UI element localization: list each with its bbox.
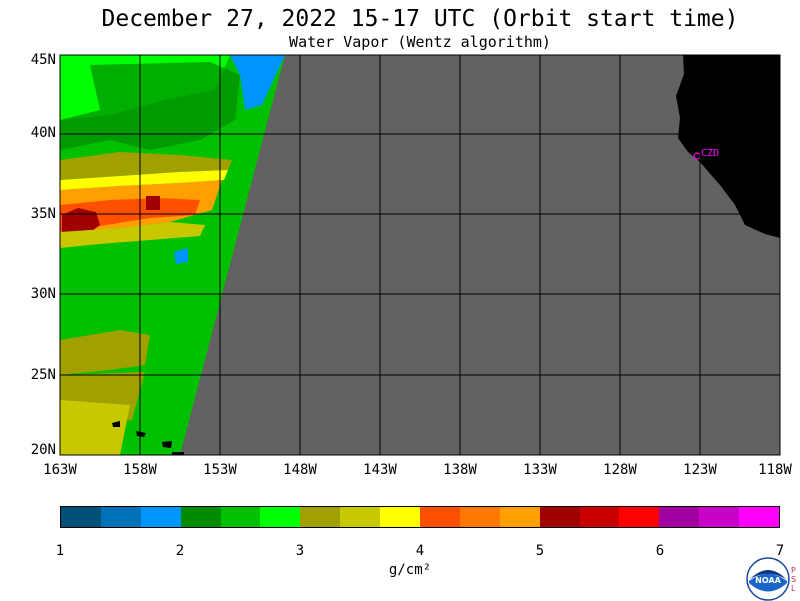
chart-subtitle: Water Vapor (Wentz algorithm): [289, 33, 551, 51]
water-vapor-map: CZD: [59, 54, 781, 456]
colorbar-segment: [459, 507, 500, 527]
lon-label: 128W: [603, 462, 637, 478]
lon-label: 133W: [523, 462, 557, 478]
colorbar-segment: [579, 507, 620, 527]
lat-label: 35N: [30, 206, 56, 222]
lon-label: 153W: [203, 462, 237, 478]
swath-olive-band: [60, 152, 232, 180]
station-label: CZD: [701, 148, 719, 159]
lat-label: 40N: [30, 125, 56, 141]
colorbar-segment: [420, 507, 460, 527]
lon-label: 123W: [683, 462, 717, 478]
colorbar-tick: 7: [775, 543, 785, 559]
land-hawaii-1: [112, 421, 120, 427]
land-north-america: [676, 55, 780, 238]
lon-label: 118W: [758, 462, 792, 478]
colorbar-segment: [260, 507, 301, 527]
colorbar-tick: 5: [535, 543, 545, 559]
psl-label: P S L: [791, 566, 797, 593]
colorbar-segment: [380, 507, 421, 527]
colorbar-tick: 3: [295, 543, 305, 559]
lat-label: 25N: [30, 367, 56, 383]
lon-label: 148W: [283, 462, 317, 478]
colorbar-segment: [180, 507, 221, 527]
chart-title: December 27, 2022 15-17 UTC (Orbit start…: [101, 6, 739, 32]
colorbar-unit: g/cm²: [388, 562, 432, 578]
lat-label: 30N: [30, 286, 56, 302]
colorbar-segment: [61, 507, 101, 527]
colorbar-segment: [340, 507, 381, 527]
colorbar-tick: 2: [175, 543, 185, 559]
colorbar-tick: 1: [55, 543, 65, 559]
lon-label: 158W: [123, 462, 157, 478]
colorbar-segment: [619, 507, 660, 527]
graticule: [59, 54, 781, 456]
colorbar-tick: 4: [415, 543, 425, 559]
land-hawaii-3: [162, 441, 172, 448]
swath-yellow-south: [60, 400, 130, 455]
colorbar-segment: [739, 507, 780, 527]
lon-label: 143W: [363, 462, 397, 478]
colorbar-segment: [699, 507, 740, 527]
colorbar-segment: [100, 507, 141, 527]
land-hawaii-4: [172, 452, 184, 455]
noaa-logo[interactable]: NOAA: [746, 557, 790, 601]
colorbar-segment: [220, 507, 261, 527]
colorbar-segment: [499, 507, 540, 527]
swath-yellow-band: [60, 170, 228, 190]
logo-text: NOAA: [755, 576, 781, 585]
swath-yellow-band-lower: [60, 222, 205, 248]
swath-dark-red-spot: [146, 196, 160, 210]
land-hawaii-2: [136, 431, 146, 437]
lon-label: 138W: [443, 462, 477, 478]
colorbar-segment: [140, 507, 181, 527]
lat-label: 20N: [30, 442, 56, 458]
colorbar-segment: [539, 507, 580, 527]
swath-blue-spot: [174, 248, 188, 264]
colorbar-segment: [659, 507, 700, 527]
swath-blue: [230, 55, 285, 110]
colorbar-segment: [300, 507, 341, 527]
color-scale-bar: [60, 506, 780, 528]
colorbar-tick: 6: [655, 543, 665, 559]
lon-label: 163W: [43, 462, 77, 478]
lat-label: 45N: [30, 52, 56, 68]
swath-dark-green: [60, 62, 240, 150]
swath-olive-lower: [60, 330, 150, 375]
